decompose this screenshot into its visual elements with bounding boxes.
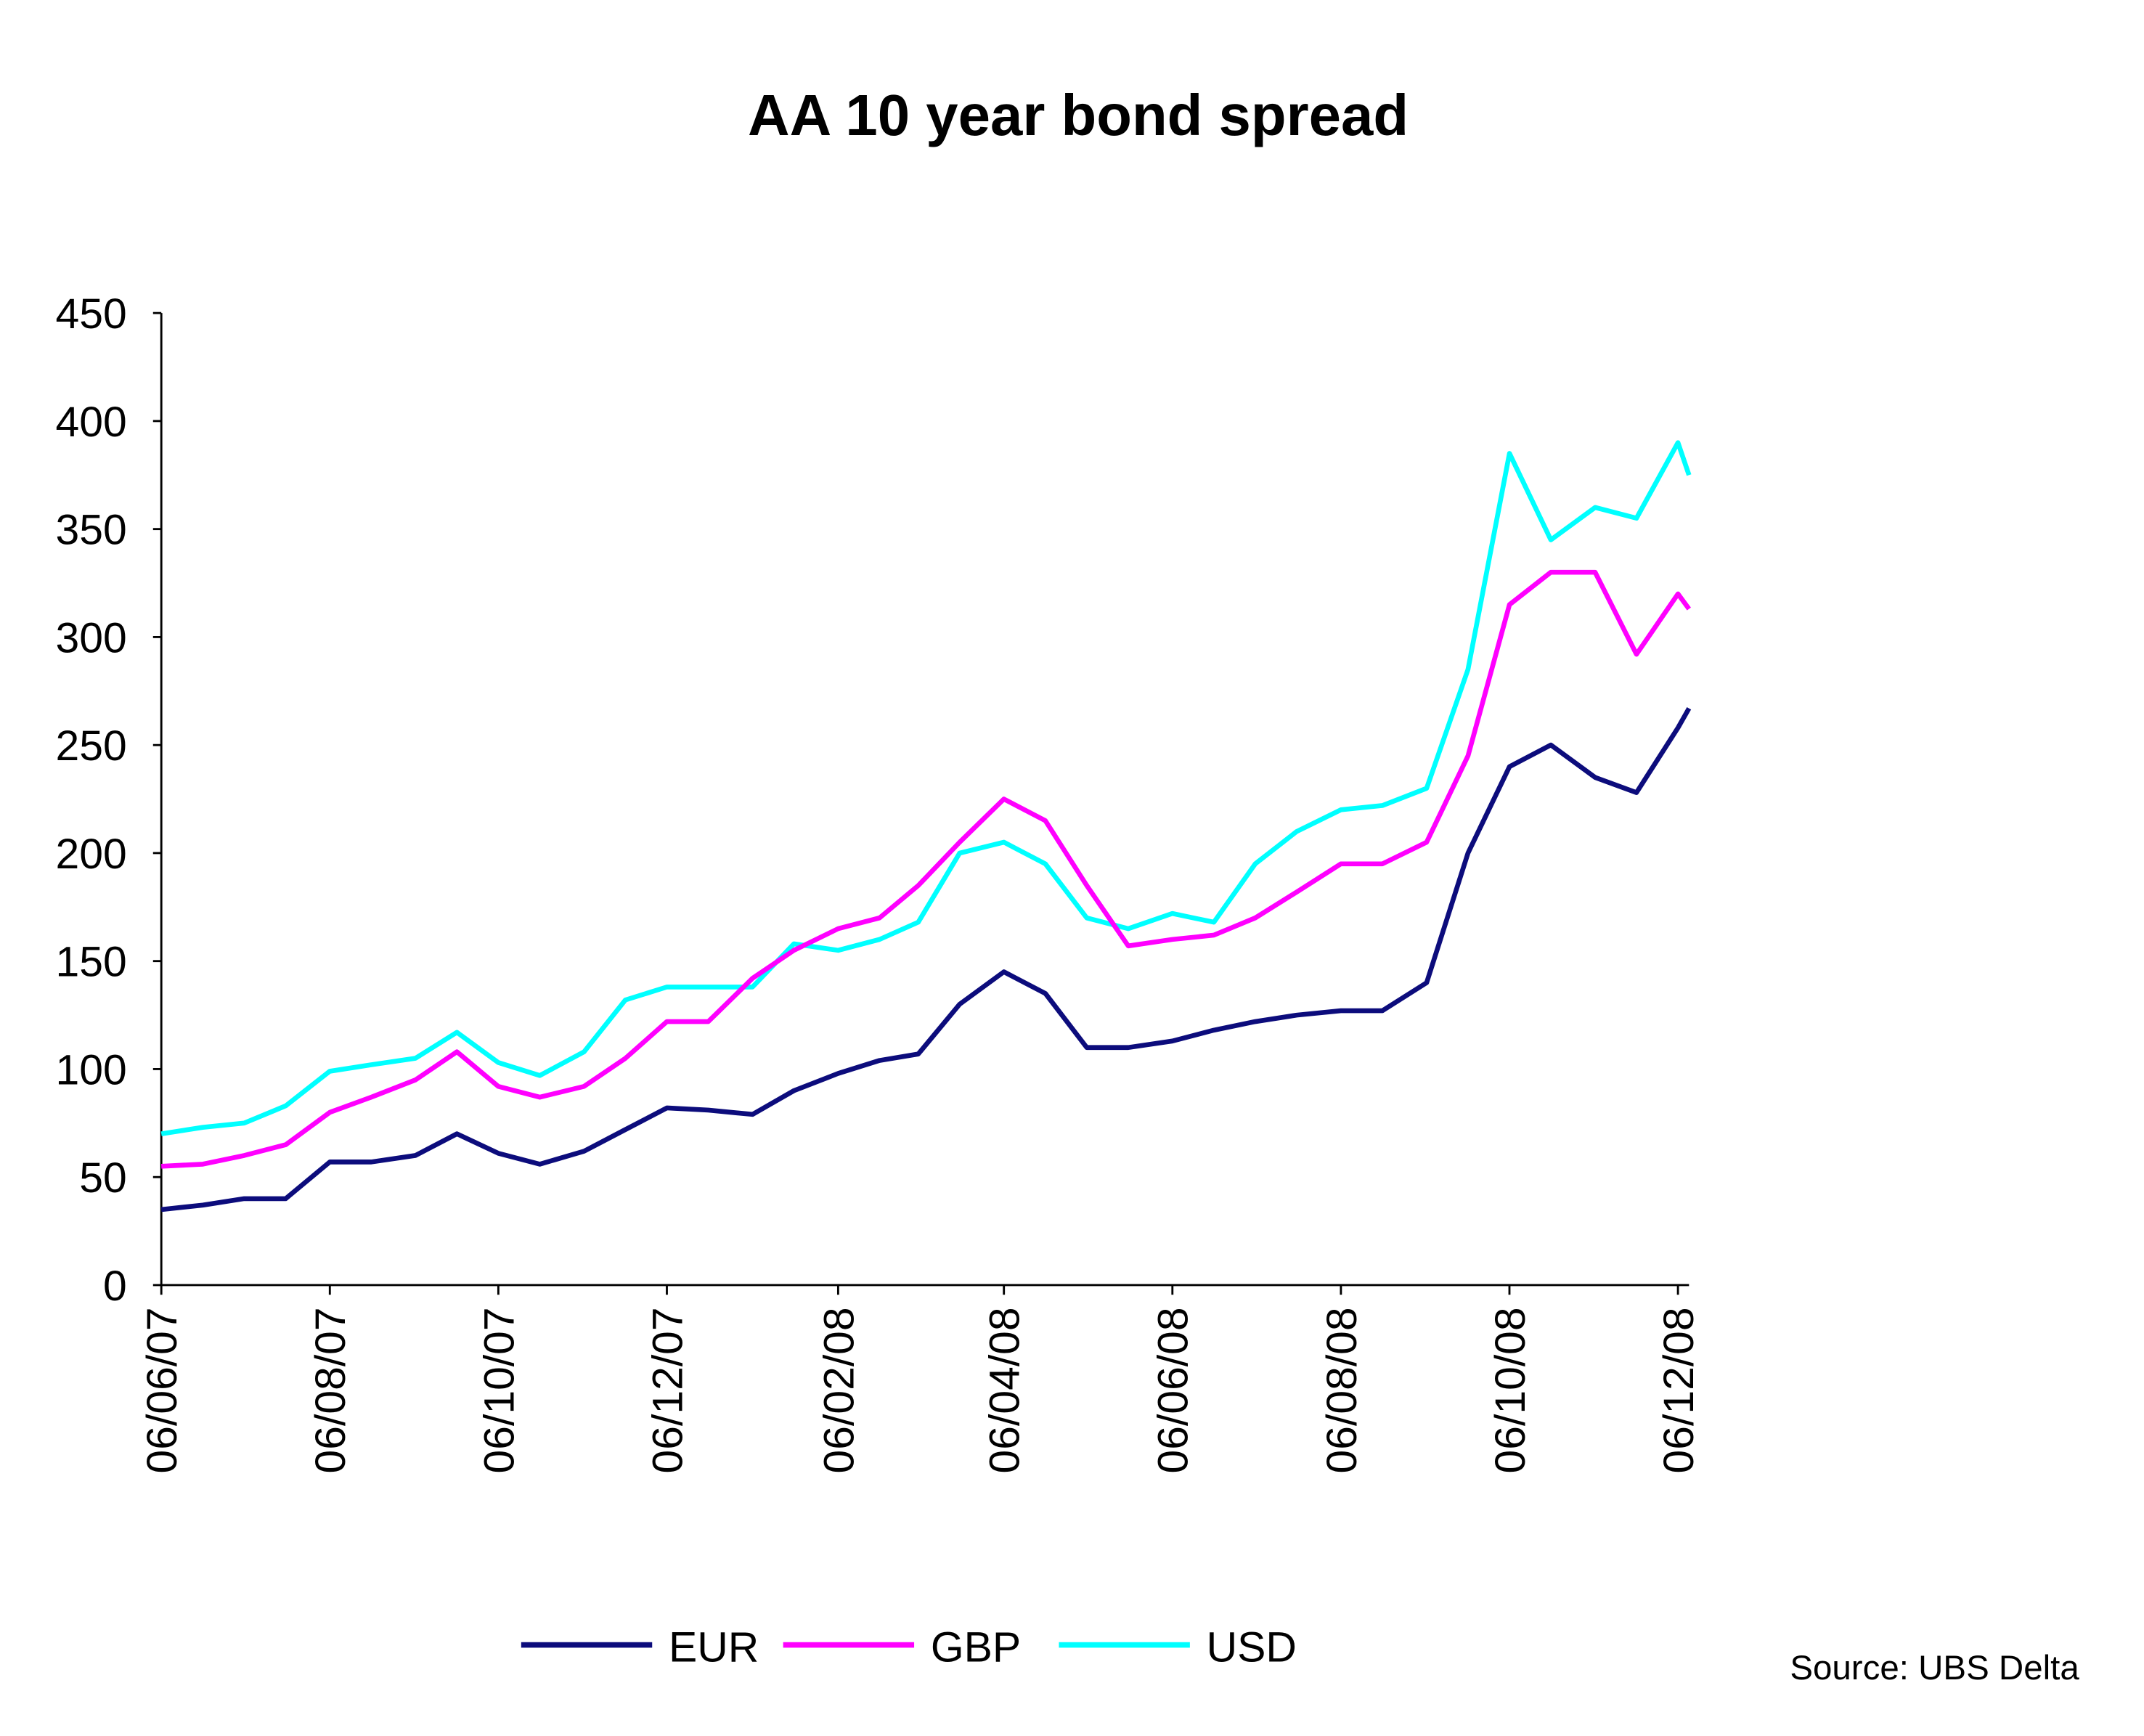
x-tick-label: 06/12/07 [644,1307,691,1473]
x-tick-label: 06/04/08 [982,1307,1029,1473]
series-line [160,706,1692,1213]
x-tick-label: 06/10/08 [1487,1307,1534,1473]
x-tick-label: 06/10/07 [476,1307,523,1473]
y-tick-label: 100 [55,1046,126,1093]
x-tick-label: 06/08/08 [1318,1307,1366,1473]
x-tick-label: 06/06/08 [1150,1307,1197,1473]
y-tick-label: 200 [55,831,126,878]
y-tick-label: 50 [79,1154,126,1202]
x-tick-label: 06/12/08 [1655,1307,1703,1473]
legend-label: EUR [669,1623,759,1671]
y-tick-label: 250 [55,722,126,770]
chart-title: AA 10 year bond spread [748,83,1409,147]
y-tick-label: 450 [55,290,126,338]
x-tick-label: 06/08/07 [307,1307,354,1473]
legend-label: GBP [931,1623,1021,1671]
y-tick-label: 350 [55,507,126,554]
series-line [161,569,1691,1169]
x-tick-label: 06/02/08 [815,1307,863,1473]
source-note: Source: UBS Delta [1790,1649,2079,1687]
y-tick-label: 0 [103,1263,127,1310]
legend-label: USD [1207,1623,1297,1671]
y-tick-label: 400 [55,399,126,446]
y-tick-label: 300 [55,614,126,661]
series-line [160,440,1692,1136]
y-tick-label: 150 [55,939,126,986]
x-tick-label: 06/06/07 [139,1307,186,1473]
